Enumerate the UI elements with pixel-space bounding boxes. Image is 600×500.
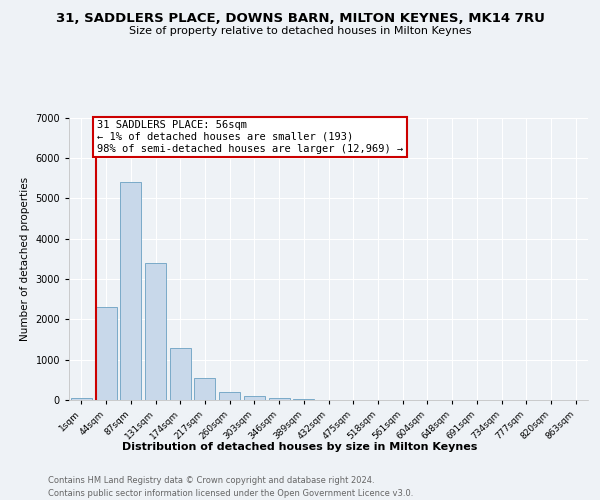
Text: Size of property relative to detached houses in Milton Keynes: Size of property relative to detached ho…: [129, 26, 471, 36]
Text: Distribution of detached houses by size in Milton Keynes: Distribution of detached houses by size …: [122, 442, 478, 452]
Text: 31 SADDLERS PLACE: 56sqm
← 1% of detached houses are smaller (193)
98% of semi-d: 31 SADDLERS PLACE: 56sqm ← 1% of detache…: [97, 120, 403, 154]
Bar: [95, 307, 116, 400]
Bar: [219, 392, 240, 400]
Bar: [269, 398, 290, 400]
Bar: [293, 399, 314, 400]
Bar: [120, 182, 141, 400]
Bar: [194, 378, 215, 400]
Bar: [244, 396, 265, 400]
Text: 31, SADDLERS PLACE, DOWNS BARN, MILTON KEYNES, MK14 7RU: 31, SADDLERS PLACE, DOWNS BARN, MILTON K…: [56, 12, 544, 26]
Bar: [71, 398, 92, 400]
Y-axis label: Number of detached properties: Number of detached properties: [20, 176, 30, 341]
Text: Contains HM Land Registry data © Crown copyright and database right 2024.: Contains HM Land Registry data © Crown c…: [48, 476, 374, 485]
Bar: [170, 348, 191, 400]
Text: Contains public sector information licensed under the Open Government Licence v3: Contains public sector information licen…: [48, 489, 413, 498]
Bar: [145, 263, 166, 400]
